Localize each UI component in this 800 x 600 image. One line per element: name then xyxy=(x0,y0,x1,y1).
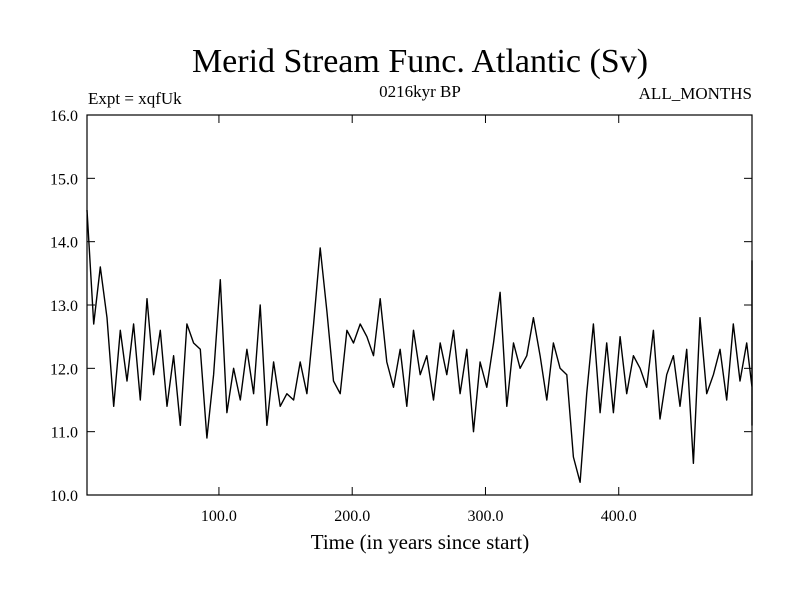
chart-title: Merid Stream Func. Atlantic (Sv) xyxy=(192,43,648,80)
x-tick-label: 300.0 xyxy=(467,508,503,525)
months-label: ALL_MONTHS xyxy=(639,84,752,103)
y-tick-label: 10.0 xyxy=(50,488,78,505)
series-line-merid-stream-func xyxy=(86,209,753,483)
x-tick-label: 200.0 xyxy=(334,508,370,525)
y-tick-label: 11.0 xyxy=(51,425,78,442)
y-tick-label: 16.0 xyxy=(50,108,78,125)
experiment-label: Expt = xqfUk xyxy=(88,89,182,108)
period-label: 0216kyr BP xyxy=(379,82,461,101)
x-axis: 100.0 200.0 300.0 400.0 xyxy=(201,115,637,525)
y-tick-label: 14.0 xyxy=(50,235,78,252)
x-axis-title: Time (in years since start) xyxy=(311,530,530,554)
x-tick-label: 100.0 xyxy=(201,508,237,525)
y-tick-label: 13.0 xyxy=(50,298,78,315)
y-axis: 10.0 11.0 12.0 13.0 14.0 15.0 16.0 xyxy=(50,108,752,505)
y-tick-label: 15.0 xyxy=(50,171,78,188)
y-tick-label: 12.0 xyxy=(50,361,78,378)
x-tick-label: 400.0 xyxy=(601,508,637,525)
plot-frame xyxy=(86,114,753,496)
